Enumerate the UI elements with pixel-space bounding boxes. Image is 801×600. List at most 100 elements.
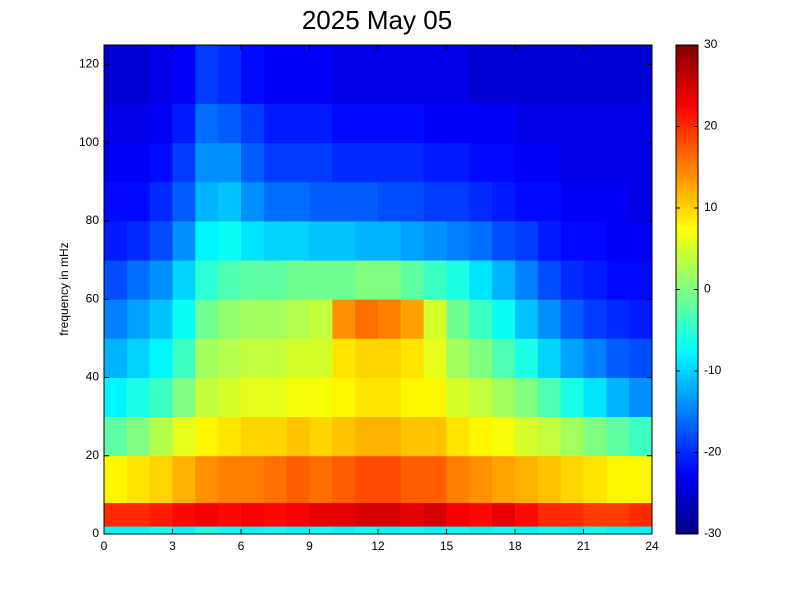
heatmap-cell	[423, 142, 447, 183]
heatmap-cell	[263, 377, 288, 418]
heatmap-cell	[332, 181, 356, 222]
heatmap-cell	[423, 103, 447, 144]
heatmap-cell	[241, 299, 265, 339]
heatmap-cell	[583, 338, 607, 378]
heatmap-cell	[629, 142, 653, 183]
heatmap-cell	[149, 103, 173, 144]
heatmap-cell	[195, 181, 219, 222]
heatmap-cell	[172, 377, 196, 418]
heatmap-cell	[515, 502, 539, 527]
heatmap-cell	[515, 260, 539, 300]
heatmap-cell	[355, 377, 379, 418]
y-tick-label: 100	[79, 135, 99, 149]
heatmap-cell	[195, 338, 219, 378]
heatmap-cell	[629, 455, 653, 504]
heatmap-cell	[537, 142, 562, 183]
heatmap-cell	[606, 377, 630, 418]
heatmap-cell	[583, 416, 607, 457]
heatmap-cell	[263, 181, 288, 222]
x-tick-label: 12	[371, 539, 385, 553]
heatmap-cell	[149, 338, 173, 378]
heatmap-cell	[629, 502, 653, 527]
heatmap-cell	[104, 103, 128, 144]
heatmap-cell	[126, 338, 151, 378]
heatmap-cell	[423, 221, 447, 261]
heatmap-cell	[583, 221, 607, 261]
heatmap-cell	[126, 526, 151, 535]
heatmap-cell	[469, 377, 493, 418]
heatmap-cell	[332, 45, 356, 105]
heatmap-cell	[446, 299, 470, 339]
heatmap-cell	[537, 338, 562, 378]
heatmap-cell	[241, 181, 265, 222]
heatmap-cell	[241, 416, 265, 457]
heatmap-cell	[286, 416, 310, 457]
heatmap-cell	[515, 103, 539, 144]
heatmap-cell	[606, 103, 630, 144]
heatmap-cell	[400, 299, 425, 339]
heatmap-cell	[263, 142, 288, 183]
heatmap-cell	[583, 181, 607, 222]
heatmap-cell	[195, 142, 219, 183]
heatmap-cell	[332, 103, 356, 144]
heatmap-cell	[332, 338, 356, 378]
heatmap-cell	[492, 338, 516, 378]
heatmap-cell	[149, 221, 173, 261]
heatmap-cell	[263, 338, 288, 378]
heatmap-cell	[629, 338, 653, 378]
heatmap-cell	[355, 142, 379, 183]
y-tick-label: 80	[86, 213, 100, 227]
y-tick-label: 40	[86, 370, 100, 384]
heatmap-cell	[126, 221, 151, 261]
heatmap-cell	[263, 221, 288, 261]
heatmap-cell	[309, 299, 333, 339]
x-tick-label: 21	[577, 539, 591, 553]
heatmap-cell	[263, 45, 288, 105]
heatmap-cell	[423, 416, 447, 457]
heatmap-cell	[400, 221, 425, 261]
heatmap-cell	[195, 526, 219, 535]
heatmap-cell	[606, 416, 630, 457]
heatmap-cell	[378, 455, 402, 504]
heatmap-cell	[537, 221, 562, 261]
heatmap-cell	[606, 181, 630, 222]
heatmap-cell	[355, 260, 379, 300]
heatmap-cell	[286, 455, 310, 504]
heatmap-cell	[104, 526, 128, 535]
heatmap-cell	[218, 221, 242, 261]
heatmap-cell	[218, 526, 242, 535]
x-tick-label: 3	[169, 539, 176, 553]
heatmap-cell	[378, 260, 402, 300]
heatmap-cell	[560, 221, 584, 261]
heatmap-cell	[446, 338, 470, 378]
heatmap-cell	[286, 142, 310, 183]
heatmap-cell	[263, 416, 288, 457]
heatmap-cell	[286, 377, 310, 418]
heatmap-cell	[195, 45, 219, 105]
heatmap-cell	[355, 502, 379, 527]
heatmap-cell	[378, 377, 402, 418]
heatmap-cell	[104, 502, 128, 527]
heatmap-cell	[172, 260, 196, 300]
heatmap-cell	[378, 142, 402, 183]
heatmap-cell	[469, 502, 493, 527]
heatmap-cell	[492, 221, 516, 261]
heatmap-cell	[446, 142, 470, 183]
heatmap-cell	[241, 221, 265, 261]
heatmap-cell	[583, 103, 607, 144]
heatmap-cell	[172, 181, 196, 222]
heatmap-cell	[378, 181, 402, 222]
heatmap-cell	[309, 142, 333, 183]
heatmap-cell	[515, 416, 539, 457]
heatmap-cell	[469, 299, 493, 339]
heatmap-cell	[378, 526, 402, 535]
heatmap-cell	[492, 142, 516, 183]
heatmap-cell	[515, 181, 539, 222]
heatmap-cell	[309, 221, 333, 261]
heatmap-cell	[195, 416, 219, 457]
heatmap-cell	[126, 142, 151, 183]
heatmap-cell	[126, 260, 151, 300]
heatmap-cell	[629, 299, 653, 339]
heatmap-cell	[172, 221, 196, 261]
heatmap-cell	[309, 181, 333, 222]
